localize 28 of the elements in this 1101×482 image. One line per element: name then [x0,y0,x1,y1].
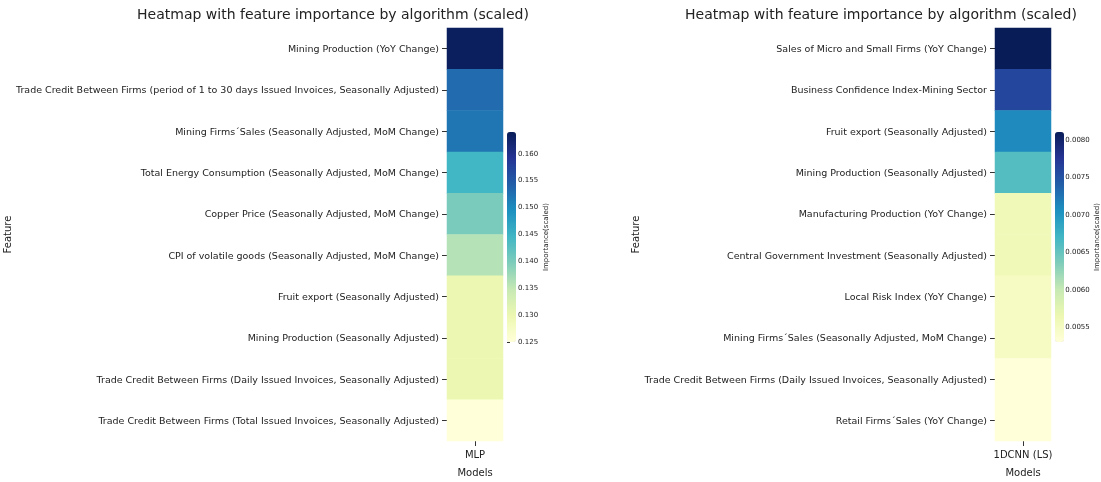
y-axis-title: Feature [1,215,13,254]
x-tick-label: 1DCNN (LS) [993,448,1053,460]
y-tick-label: Central Government Investment (Seasonally Adjusted) [727,249,987,261]
y-tick-label: Trade Credit Between Firms (Daily Issued Invoices, Seasonally Adjusted) [95,373,439,385]
y-tick-label: Sales of Micro and Small Firms (YoY Change) [776,43,987,55]
y-tick-label: Copper Price (Seasonally Adjusted, MoM Change) [204,208,439,220]
y-tick-label: Mining Production (Seasonally Adjusted) [795,167,987,179]
y-tick-label: Total Energy Consumption (Seasonally Adjusted, MoM Change) [139,167,439,179]
y-tick-label: Local Risk Index (YoY Change) [844,290,987,302]
y-tick-label: Fruit export (Seasonally Adjusted) [825,125,987,137]
y-tick-label: Mining Firms´Sales (Seasonally Adjusted, MoM Change) [175,125,439,137]
y-tick-label: Business Confidence Index-Mining Sector [790,84,988,96]
y-tick-label: CPI of volatile goods (Seasonally Adjusted, MoM Change) [168,249,439,261]
y-tick-label: Manufacturing Production (YoY Change) [798,208,987,220]
text: Heatmap with feature importance by algorithm (scaled) [685,6,1077,22]
y-tick-label: Retail Firms´Sales (YoY Change) [835,414,987,426]
y-tick-label: Fruit export (Seasonally Adjusted) [277,290,439,302]
y-tick-label: Mining Production (YoY Change) [287,43,439,55]
text: Heatmap with feature importance by algorithm (scaled) [137,6,529,22]
y-tick-label: Trade Credit Between Firms (Daily Issued Invoices, Seasonally Adjusted) [643,373,987,385]
y-tick-label: Trade Credit Between Firms (Total Issued Invoices, Seasonally Adjusted) [97,414,439,426]
y-tick-label: Mining Production (Seasonally Adjusted) [247,332,439,344]
x-axis-title: Models [1005,466,1041,478]
y-tick-label: Mining Firms´Sales (Seasonally Adjusted, MoM Change) [723,332,987,344]
y-axis-title: Feature [629,215,641,254]
x-axis-title: Models [457,466,493,478]
y-tick-label: Trade Credit Between Firms (period of 1 to 30 days Issued Invoices, Seasonally Adjusted) [15,84,439,96]
x-tick-label: MLP [464,448,486,460]
